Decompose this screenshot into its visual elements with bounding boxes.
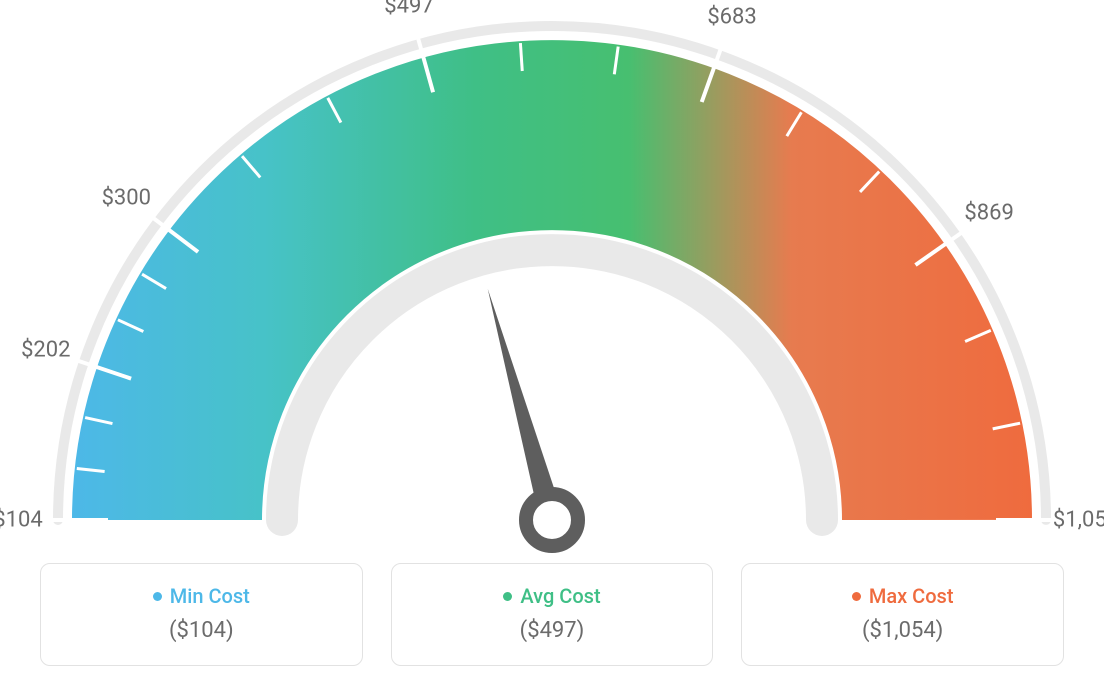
gauge-tick-label: $104 — [0, 508, 43, 533]
gauge-tick-label: $202 — [21, 337, 70, 362]
legend-max-title: Max Cost — [852, 584, 954, 608]
legend-max-value: ($1,054) — [752, 618, 1053, 643]
legend-avg-value: ($497) — [402, 618, 703, 643]
gauge-tick-label: $300 — [102, 185, 151, 210]
gauge-chart: $104 $202 $300 $497 $683 $869 $1,054 — [0, 0, 1104, 560]
gauge-tick-label: $1,054 — [1053, 508, 1104, 533]
gauge-tick-label: $497 — [384, 0, 433, 18]
legend-avg-title: Avg Cost — [503, 584, 600, 608]
legend-row: Min Cost ($104) Avg Cost ($497) Max Cost… — [40, 563, 1064, 666]
legend-min-title: Min Cost — [153, 584, 250, 608]
legend-card-min: Min Cost ($104) — [40, 563, 363, 666]
legend-min-value: ($104) — [51, 618, 352, 643]
gauge-svg — [0, 0, 1104, 560]
gauge-tick-label: $869 — [964, 201, 1013, 226]
legend-card-max: Max Cost ($1,054) — [741, 563, 1064, 666]
gauge-tick-label: $683 — [707, 5, 756, 30]
legend-card-avg: Avg Cost ($497) — [391, 563, 714, 666]
